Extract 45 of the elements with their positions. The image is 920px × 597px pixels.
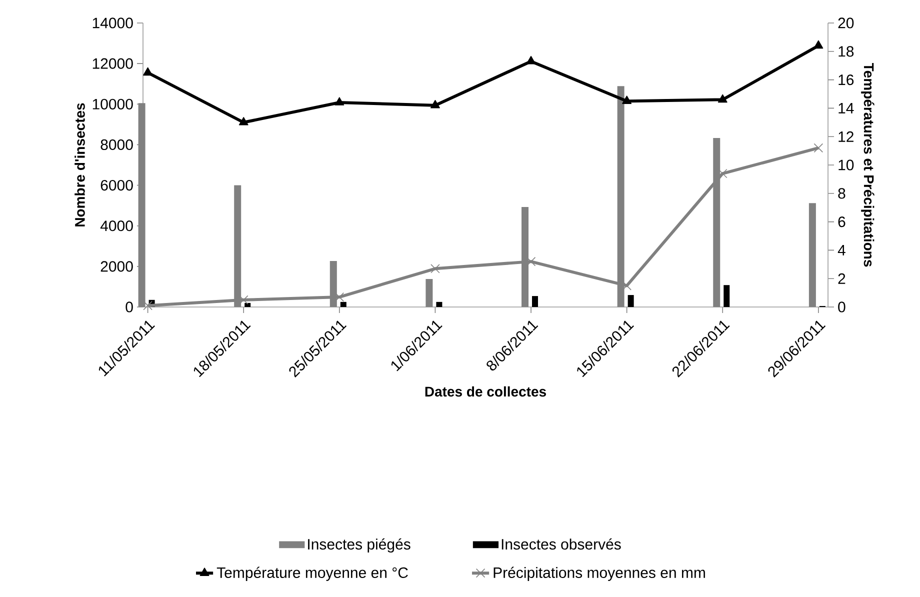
y2-tick-label: 20 <box>838 18 854 28</box>
y2-axis-title: Températures et Précipitations <box>861 62 874 267</box>
legend-label: Température moyenne en °C <box>216 566 408 581</box>
bar <box>628 295 634 307</box>
y2-tick-label: 10 <box>838 160 854 170</box>
y2-tick-label: 16 <box>838 74 854 86</box>
y2-tick-label: 0 <box>838 302 846 312</box>
bar <box>532 296 538 307</box>
y-tick-label: 14000 <box>92 18 133 28</box>
point <box>334 97 344 106</box>
y-tick-label: 12000 <box>92 58 133 69</box>
point <box>718 94 728 103</box>
point <box>143 300 152 310</box>
point <box>430 100 440 108</box>
x-axis-title: Dates de collectes <box>425 386 546 397</box>
y-tick-label: 8000 <box>100 139 133 150</box>
bar <box>244 302 251 307</box>
y2-tick-label: 8 <box>838 188 846 199</box>
point <box>430 264 440 274</box>
y2-tick-label: 4 <box>838 245 846 256</box>
point <box>143 67 153 76</box>
point <box>238 117 248 126</box>
legend-label: Insectes observés <box>502 538 621 550</box>
y-axis-title: Nombre d'insectes <box>74 103 85 226</box>
y2-tick-label: 12 <box>838 131 854 142</box>
bar <box>340 302 346 307</box>
y-tick-label: 6000 <box>100 180 133 191</box>
y-tick-label: 2000 <box>100 261 133 272</box>
point <box>814 40 824 49</box>
y-tick-label: 0 <box>126 302 133 312</box>
point <box>622 96 632 104</box>
legend-label: Précipitations moyennes en mm <box>494 566 705 581</box>
bar <box>426 279 433 307</box>
legend-label: Insectes piégés <box>308 538 410 553</box>
y2-tick-label: 2 <box>838 273 846 284</box>
bar <box>724 285 730 307</box>
y-tick-label: 10000 <box>92 98 133 110</box>
y2-tick-label: 14 <box>838 103 854 114</box>
y2-tick-label: 18 <box>838 46 854 57</box>
bar <box>808 203 816 307</box>
point <box>814 143 824 153</box>
y2-tick-label: 6 <box>838 216 846 228</box>
point <box>526 56 536 64</box>
y-tick-label: 4000 <box>100 220 133 232</box>
bar <box>436 302 442 307</box>
